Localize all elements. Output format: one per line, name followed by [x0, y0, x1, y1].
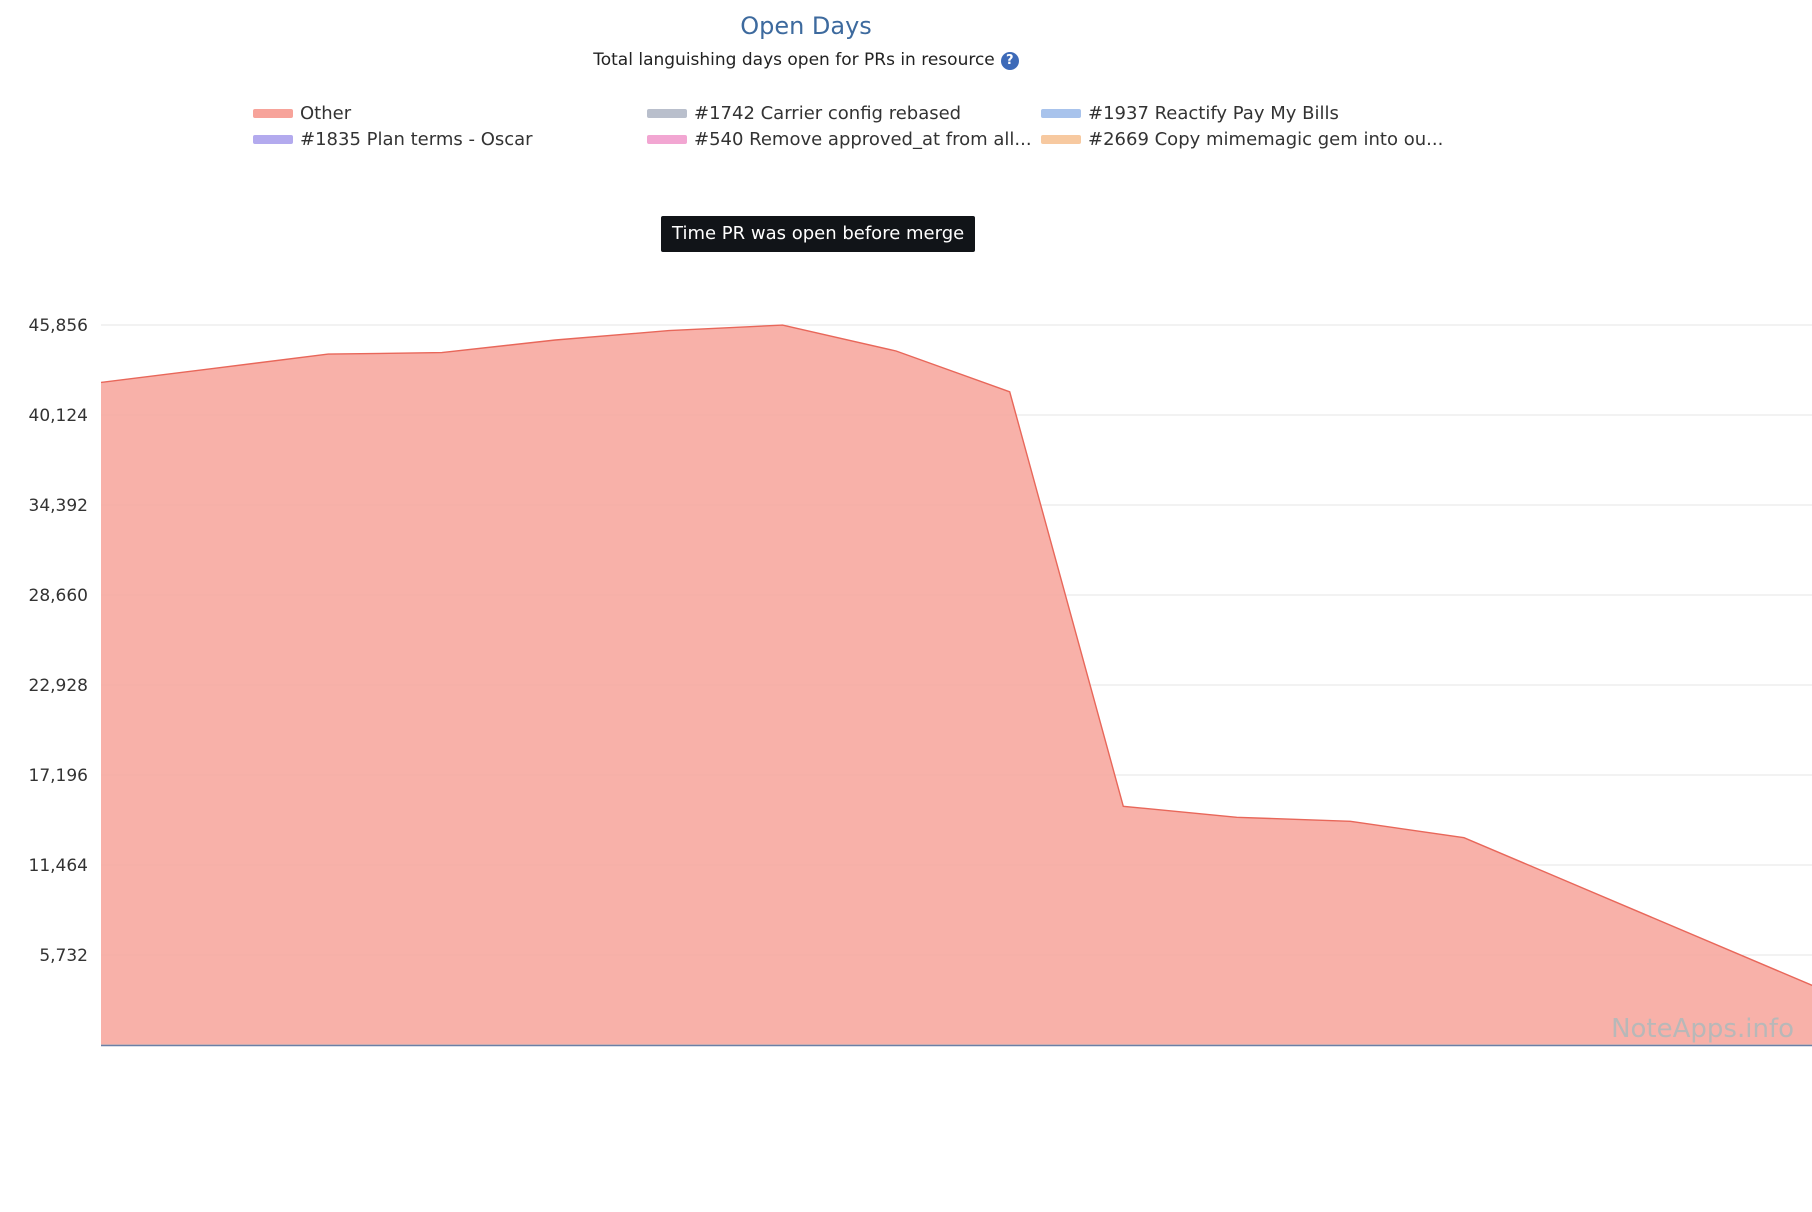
legend-item-1835[interactable]: #1835 Plan terms - Oscar [253, 126, 533, 152]
legend-item-2669[interactable]: #2669 Copy mimemagic gem into ou... [1041, 126, 1443, 152]
legend-label: #2669 Copy mimemagic gem into ou... [1088, 128, 1444, 150]
y-tick-label: 34,392 [29, 496, 88, 516]
legend-swatch [253, 134, 293, 144]
legend-swatch [647, 134, 687, 144]
legend-swatch [253, 108, 293, 118]
legend-swatch [647, 108, 687, 118]
legend-item-540[interactable]: #540 Remove approved_at from all... [647, 126, 1032, 152]
series-area-0 [101, 325, 1812, 1045]
y-tick-label: 17,196 [29, 766, 88, 786]
chart-subtitle: Total languishing days open for PRs in r… [593, 50, 995, 70]
chart-title: Open Days [740, 12, 872, 40]
legend-label: #1835 Plan terms - Oscar [300, 128, 533, 150]
legend-item-1937[interactable]: #1937 Reactify Pay My Bills [1041, 100, 1339, 126]
legend-label: #1937 Reactify Pay My Bills [1088, 102, 1339, 124]
y-tick-label: 22,928 [29, 676, 88, 696]
y-tick-label: 45,856 [29, 316, 88, 336]
legend-label: #540 Remove approved_at from all... [694, 128, 1032, 150]
watermark: NoteApps.info [1611, 1014, 1794, 1044]
y-tick-label: 28,660 [29, 586, 88, 606]
chart-tooltip: Time PR was open before merge [661, 216, 976, 252]
legend-swatch [1041, 134, 1081, 144]
question-circle-icon[interactable]: ? [1000, 52, 1019, 70]
legend-swatch [1041, 108, 1081, 118]
y-tick-label: 11,464 [29, 856, 88, 876]
y-tick-label: 40,124 [29, 406, 88, 426]
legend-label: #1742 Carrier config rebased [694, 102, 962, 124]
legend-item-other[interactable]: Other [253, 100, 351, 126]
legend-label: Other [300, 102, 352, 124]
y-tick-label: 5,732 [39, 946, 88, 966]
chart-legend: Other #1742 Carrier config rebased #1937… [253, 100, 1493, 160]
chart-subtitle-row: Total languishing days open for PRs in r… [0, 50, 1612, 70]
series-line-0 [101, 324, 1812, 986]
legend-item-1742[interactable]: #1742 Carrier config rebased [647, 100, 961, 126]
